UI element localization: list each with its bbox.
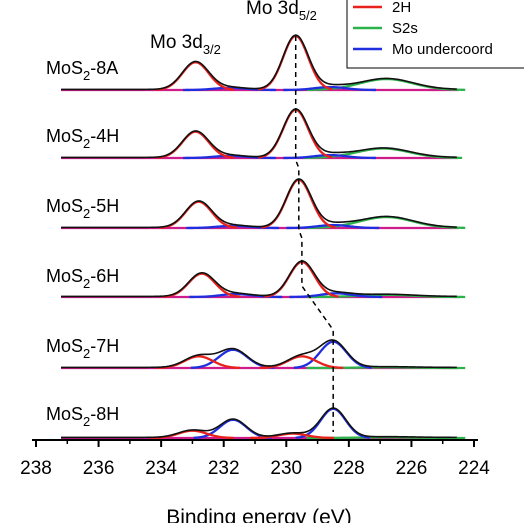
spectrum-1 [61, 108, 463, 160]
sample-label-suffix: -6H [90, 266, 119, 286]
peak-label-mo3d52: Mo 3d5/2 [246, 0, 317, 23]
guide-line-group [294, 36, 334, 432]
sample-label-suffix: -4H [90, 126, 119, 146]
legend-label-1: S2s [392, 20, 418, 37]
sample-label-0: MoS2-8A [46, 58, 118, 83]
legend-label-2: Mo undercoord [392, 41, 493, 58]
sample-label-suffix: -8H [90, 404, 119, 424]
envelope-line [61, 34, 457, 91]
spectrum-2 [61, 178, 466, 230]
x-tick-label: 232 [208, 458, 240, 479]
x-tick-label: 234 [145, 458, 177, 479]
sample-label-sub: 2 [83, 206, 90, 221]
sample-label-sub: 2 [83, 414, 90, 429]
sample-label-suffix: -7H [90, 336, 119, 356]
sample-label-4: MoS2-7H [46, 336, 119, 361]
envelope-line [61, 260, 457, 298]
envelope-line [61, 178, 457, 229]
sample-label-2: MoS2-5H [46, 196, 119, 221]
legend-box [346, 0, 524, 69]
x-tick-label: 238 [20, 458, 52, 479]
x-tick-label: 228 [333, 458, 365, 479]
spectra-group [61, 34, 466, 440]
peak-mo-undercoord-1 [283, 153, 377, 160]
sample-label-sub: 2 [83, 276, 90, 291]
sample-label-3: MoS2-6H [46, 266, 119, 291]
x-tick-label: 230 [270, 458, 302, 479]
sample-label-base: MoS [46, 58, 83, 78]
x-tick-label: 224 [458, 458, 490, 479]
sample-label-suffix: -5H [90, 196, 119, 216]
envelope-line [61, 407, 457, 439]
x-tick-label: 236 [83, 458, 115, 479]
x-axis-title: Binding energy (eV) [166, 506, 352, 523]
spectrum-3 [61, 260, 466, 299]
spectrum-4 [61, 339, 466, 370]
x-tick-label: 226 [396, 458, 428, 479]
peak-labels-group: Mo 3d3/2 Mo 3d5/2 [150, 0, 317, 57]
peak-2h-1 [259, 355, 344, 370]
sample-label-sub: 2 [83, 346, 90, 361]
peak-label-mo3d32: Mo 3d3/2 [150, 32, 221, 57]
peak-mo-undercoord-1 [289, 292, 383, 299]
sample-label-1: MoS2-4H [46, 126, 119, 151]
spectrum-5 [61, 407, 466, 440]
guide-line-mo3d52 [294, 36, 334, 432]
sample-label-base: MoS [46, 336, 83, 356]
legend: 2H S2s Mo undercoord [346, 0, 524, 69]
sample-label-base: MoS [46, 196, 83, 216]
sample-label-base: MoS [46, 126, 83, 146]
sample-label-base: MoS [46, 266, 83, 286]
envelope-line [61, 339, 457, 369]
peak-mo-undercoord-1 [286, 223, 380, 230]
envelope-line [61, 108, 457, 159]
peak-2h-1 [257, 108, 333, 159]
sample-label-5: MoS2-8H [46, 404, 119, 429]
sample-label-sub: 2 [83, 136, 90, 151]
x-axis: 238 236 234 232 230 228 226 224 Binding energy (… [20, 439, 490, 523]
peak-mo-undercoord-1 [283, 85, 377, 92]
sample-labels-group: MoS2-8AMoS2-4HMoS2-5HMoS2-6HMoS2-7HMoS2-… [46, 58, 119, 429]
sample-label-base: MoS [46, 404, 83, 424]
legend-label-0: 2H [392, 0, 411, 16]
sample-label-suffix: -8A [90, 58, 118, 78]
sample-label-sub: 2 [83, 68, 90, 83]
